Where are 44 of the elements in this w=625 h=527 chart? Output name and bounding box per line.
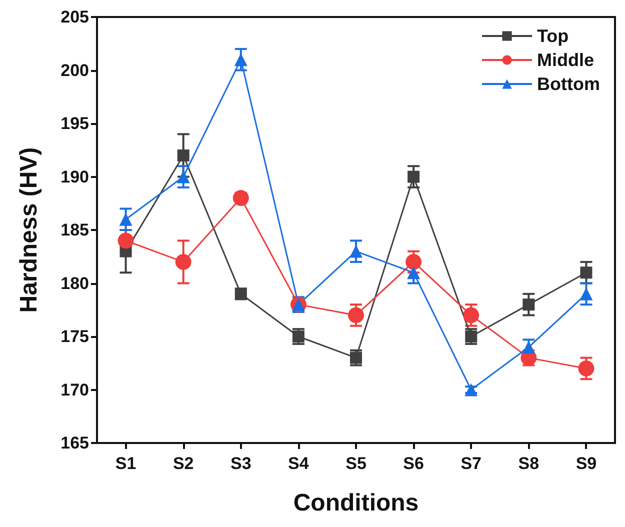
point bbox=[119, 212, 132, 226]
point bbox=[465, 330, 478, 342]
x-tick-label: S8 bbox=[518, 454, 540, 473]
point bbox=[176, 170, 190, 184]
y-tick-label: 185 bbox=[60, 220, 89, 240]
point bbox=[350, 352, 362, 364]
point bbox=[118, 232, 134, 249]
y-tick-label: 175 bbox=[60, 327, 89, 346]
point bbox=[348, 307, 364, 324]
x-tick-label: S1 bbox=[115, 454, 136, 473]
point bbox=[406, 254, 422, 270]
legend-label: Top bbox=[537, 26, 569, 46]
point bbox=[464, 383, 478, 396]
y-tick-label: 195 bbox=[60, 114, 89, 133]
point bbox=[232, 190, 249, 206]
x-tick-label: S3 bbox=[230, 454, 252, 473]
y-axis-title: Hardness (HV) bbox=[16, 147, 42, 313]
y-tick-label: 190 bbox=[60, 167, 89, 186]
point bbox=[177, 149, 190, 162]
y-tick-label: 165 bbox=[60, 434, 89, 452]
point bbox=[580, 266, 592, 279]
legend-label: Bottom bbox=[537, 74, 600, 94]
x-tick-label: S6 bbox=[403, 454, 424, 473]
x-tick-label: S7 bbox=[460, 454, 482, 473]
point bbox=[463, 307, 480, 324]
y-tick-label: 205 bbox=[60, 8, 89, 26]
point bbox=[408, 170, 420, 183]
x-tick-label: S9 bbox=[576, 454, 597, 473]
point bbox=[580, 287, 593, 300]
x-tick-label: S4 bbox=[288, 454, 310, 473]
y-tick-label: 170 bbox=[60, 380, 89, 400]
point bbox=[407, 266, 420, 280]
legend-label: Middle bbox=[537, 50, 594, 70]
point bbox=[292, 330, 304, 342]
point bbox=[234, 53, 248, 66]
x-tick-label: S2 bbox=[172, 454, 194, 473]
point bbox=[578, 360, 594, 376]
y-tick-label: 180 bbox=[60, 274, 89, 293]
y-tick-label: 200 bbox=[60, 60, 89, 80]
point bbox=[522, 298, 535, 311]
x-axis-title: Conditions bbox=[293, 490, 419, 516]
x-tick-label: S5 bbox=[346, 454, 366, 473]
point bbox=[350, 244, 362, 258]
point bbox=[175, 254, 192, 270]
